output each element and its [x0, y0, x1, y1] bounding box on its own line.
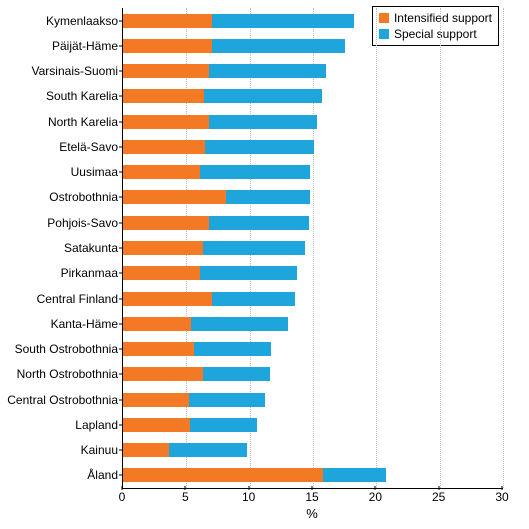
bar-segment-intensified [123, 190, 226, 204]
x-tick-label: 10 [242, 490, 255, 504]
bar-group [123, 190, 310, 204]
bar-segment-special [226, 190, 311, 204]
bar-group [123, 14, 354, 28]
bar-segment-special [200, 266, 296, 280]
x-axis-title: % [122, 506, 502, 521]
bar-group [123, 241, 305, 255]
bar-segment-intensified [123, 216, 209, 230]
bar-segment-intensified [123, 468, 323, 482]
bar-segment-special [203, 367, 270, 381]
x-tick-label: 25 [432, 490, 445, 504]
category-label: Etelä-Savo [59, 141, 118, 153]
bar-group [123, 367, 270, 381]
bar-segment-special [189, 393, 265, 407]
bar-group [123, 292, 295, 306]
bar-group [123, 140, 314, 154]
bar-group [123, 216, 309, 230]
bar-group [123, 165, 310, 179]
bar-group [123, 89, 322, 103]
category-label: Central Finland [37, 293, 118, 305]
bar-group [123, 64, 326, 78]
bar-segment-intensified [123, 367, 203, 381]
category-label: South Karelia [46, 90, 118, 102]
category-label: Pirkanmaa [61, 267, 118, 279]
category-label: Lapland [75, 419, 118, 431]
x-tick-label: 5 [182, 490, 189, 504]
category-label: North Ostrobothnia [17, 368, 118, 380]
category-label: Ostrobothnia [49, 191, 118, 203]
bar-segment-intensified [123, 443, 169, 457]
bar-segment-intensified [123, 165, 200, 179]
bar-segment-special [323, 468, 386, 482]
x-tick-label: 0 [119, 490, 126, 504]
bar-segment-special [191, 317, 287, 331]
category-label: Kainuu [81, 444, 118, 456]
bar-group [123, 393, 265, 407]
bar-segment-intensified [123, 140, 205, 154]
gridline [376, 8, 377, 488]
bar-segment-intensified [123, 266, 200, 280]
bar-segment-intensified [123, 342, 194, 356]
category-label: Pohjois-Savo [47, 217, 118, 229]
category-label: Åland [87, 469, 118, 481]
category-label: Central Ostrobothnia [7, 394, 118, 406]
bar-group [123, 443, 247, 457]
category-label: Kymenlaakso [46, 15, 118, 27]
bar-segment-special [190, 418, 257, 432]
bar-segment-special [200, 165, 310, 179]
x-tick-label: 20 [369, 490, 382, 504]
x-tick-label: 15 [305, 490, 318, 504]
category-label: Uusimaa [71, 166, 118, 178]
bar-segment-intensified [123, 14, 212, 28]
bar-segment-special [212, 14, 354, 28]
bar-segment-special [212, 39, 345, 53]
bar-segment-special [194, 342, 271, 356]
category-label: Varsinais-Suomi [32, 65, 118, 77]
bar-group [123, 317, 288, 331]
category-label: South Ostrobothnia [15, 343, 118, 355]
category-label: North Karelia [48, 116, 118, 128]
gridline [503, 8, 504, 488]
bar-segment-intensified [123, 64, 209, 78]
bar-segment-special [212, 292, 296, 306]
bar-group [123, 266, 297, 280]
bar-segment-intensified [123, 317, 191, 331]
gridline [313, 8, 314, 488]
category-label: Päijät-Häme [52, 40, 118, 52]
bar-group [123, 39, 345, 53]
category-label: Kanta-Häme [51, 318, 118, 330]
bar-group [123, 468, 386, 482]
bar-segment-special [209, 216, 309, 230]
bar-segment-special [169, 443, 248, 457]
bar-segment-special [209, 64, 326, 78]
plot-area [122, 8, 503, 489]
gridline [440, 8, 441, 488]
bar-segment-intensified [123, 241, 203, 255]
bar-segment-special [204, 89, 322, 103]
bar-segment-intensified [123, 393, 189, 407]
bar-segment-special [203, 241, 306, 255]
y-axis-labels: Kymenlaakso Päijät-Häme Varsinais-Suomi Sou… [0, 8, 118, 488]
bar-group [123, 115, 317, 129]
bar-segment-intensified [123, 418, 190, 432]
bar-segment-intensified [123, 89, 204, 103]
bar-group [123, 342, 271, 356]
bar-group [123, 418, 257, 432]
bar-segment-intensified [123, 39, 212, 53]
category-label: Satakunta [64, 242, 118, 254]
bar-segment-intensified [123, 115, 209, 129]
bar-segment-intensified [123, 292, 212, 306]
bar-segment-special [209, 115, 317, 129]
x-tick-label: 30 [495, 490, 508, 504]
chart-viewport: Intensified support Special support Kyme… [0, 0, 529, 529]
bar-segment-special [205, 140, 314, 154]
